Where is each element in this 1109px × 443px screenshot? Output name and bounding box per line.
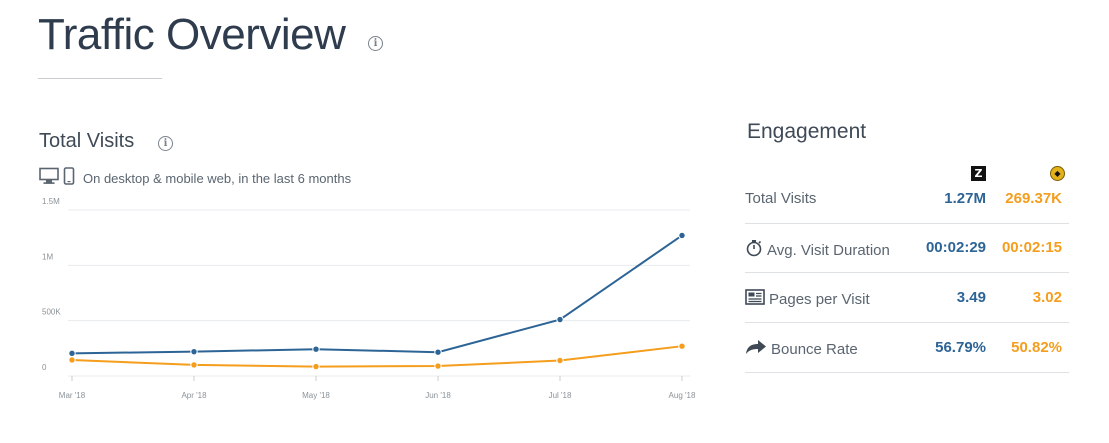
series-2-point [312, 362, 320, 371]
mobile-icon [63, 166, 75, 190]
y-tick-label: 0 [42, 363, 47, 372]
pages-icon [745, 289, 765, 309]
engagement-row: Bounce Rate 56.79% 50.82% [745, 323, 1069, 373]
engagement-row: Total Visits 1.27M 269.37K [745, 174, 1069, 224]
site-b-value: 00:02:15 [1001, 239, 1062, 256]
metric-label: Avg. Visit Duration [745, 239, 890, 261]
info-icon[interactable]: i [368, 36, 383, 51]
device-subtitle: On desktop & mobile web, in the last 6 m… [39, 166, 352, 190]
x-tick-label: Jul '18 [549, 391, 572, 400]
site-b-value: 269.37K [1005, 190, 1062, 207]
metric-label: Bounce Rate [745, 339, 858, 359]
series-1-point [434, 348, 442, 356]
site-b-logo: ◆ [1050, 166, 1065, 181]
desktop-icon [39, 167, 59, 190]
series-1-point [312, 345, 320, 353]
x-tick-label: Jun '18 [425, 391, 451, 400]
metric-label-text: Total Visits [745, 190, 817, 207]
y-tick-label: 1M [42, 252, 53, 261]
metric-label-text: Bounce Rate [771, 340, 858, 358]
x-tick-label: May '18 [302, 391, 330, 400]
metric-label-text: Avg. Visit Duration [767, 241, 890, 259]
page-title: Traffic Overview [38, 10, 346, 59]
total-visits-title: Total Visits [39, 130, 135, 152]
series-1-point [556, 315, 564, 324]
total-visits-chart: 0 500K 1M 1.5M Mar '18 Apr '18 May '18 Jun '18 J… [42, 197, 696, 400]
metric-label: Total Visits [745, 190, 816, 207]
site-b-value: 3.02 [1032, 289, 1062, 306]
site-a-logo: Z [971, 166, 986, 181]
x-tick-label: Mar '18 [59, 391, 86, 400]
metric-label: Pages per Visit [745, 289, 870, 309]
title-divider [38, 78, 162, 79]
series-line-2 [71, 345, 683, 368]
site-a-value: 00:02:29 [925, 239, 986, 256]
bounce-arrow-icon [745, 339, 767, 359]
series-line-1 [71, 234, 683, 355]
series-2-point [556, 356, 564, 365]
site-a-value: 3.49 [956, 289, 986, 306]
series-2-point [190, 361, 198, 369]
site-b-value: 50.82% [1011, 339, 1062, 356]
engagement-title: Engagement [747, 120, 867, 143]
y-tick-label: 1.5M [42, 197, 60, 206]
engagement-row: Pages per Visit 3.49 3.02 [745, 273, 1069, 323]
engagement-row: Avg. Visit Duration 00:02:29 00:02:15 [745, 223, 1069, 273]
y-tick-label: 500K [42, 308, 61, 317]
series-2-point [68, 356, 76, 364]
site-a-value: 56.79% [935, 339, 986, 356]
series-2-point [434, 362, 442, 370]
x-tick-label: Apr '18 [181, 391, 207, 400]
series-1-point [678, 231, 686, 240]
x-tick-label: Aug '18 [669, 391, 696, 400]
series-1-point [190, 347, 198, 356]
series-1-point [68, 349, 76, 358]
metric-label-text: Pages per Visit [769, 290, 870, 308]
site-a-value: 1.27M [944, 190, 986, 207]
subtitle-text: On desktop & mobile web, in the last 6 m… [83, 170, 352, 186]
info-icon[interactable]: i [158, 136, 173, 151]
stopwatch-icon [745, 239, 763, 261]
series-2-point [678, 342, 686, 350]
